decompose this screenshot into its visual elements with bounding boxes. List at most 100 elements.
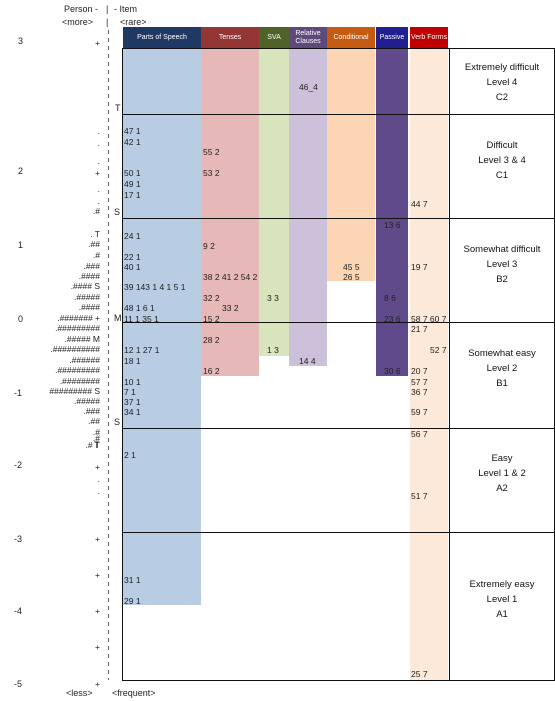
item-verb-forms: 25 7 <box>411 669 428 679</box>
person-mark: + <box>95 679 100 689</box>
item-pos: 39 143 1 4 1 5 1 <box>124 282 186 292</box>
person-mark: .# <box>92 427 100 437</box>
scale-minus-1: -1 <box>14 388 23 398</box>
item-verb-forms: 21 7 <box>411 324 428 334</box>
scale-minus-2: -2 <box>14 460 23 470</box>
item-verb-forms: 56 7 <box>411 429 428 439</box>
person-mark: . <box>97 156 100 166</box>
person-mark: + <box>95 570 100 580</box>
level-cefr: B1 <box>496 378 508 389</box>
item-passive: 23 6 <box>384 314 401 324</box>
item-pos: 34 1 <box>124 407 141 417</box>
person-mark: .####### + <box>57 313 100 323</box>
person-mark: .##### <box>74 396 100 406</box>
person-mark: .### <box>83 261 100 271</box>
item-tenses: 16 2 <box>203 366 220 376</box>
less-label: <less> <box>66 688 93 698</box>
person-mark: . <box>97 486 100 496</box>
person-item-axis <box>108 30 109 680</box>
item-pos: 31 1 <box>124 575 141 585</box>
item-verb-forms: 44 7 <box>411 199 428 209</box>
person-mark: .### <box>83 406 100 416</box>
item-verb-forms: 57 7 <box>411 377 428 387</box>
item-pos: 40 1 <box>124 262 141 272</box>
band-relative-clauses <box>289 48 327 366</box>
item-passive: 8 6 <box>384 293 396 303</box>
person-mark: .## <box>88 416 100 426</box>
item-verb-forms: 36 7 <box>411 387 428 397</box>
item-passive: 13 6 <box>384 220 401 230</box>
level-a1: Extremely easy Level 1 A1 <box>450 577 554 622</box>
item-axis-label: - Item <box>114 4 138 14</box>
person-mark: ######### S <box>49 386 100 396</box>
person-mark: + <box>95 642 100 652</box>
item-pos: 22 1 <box>124 252 141 262</box>
person-mark: .######### <box>55 365 100 375</box>
axis-marker-s-lower: S <box>114 417 121 427</box>
person-mark: . <box>97 138 100 148</box>
more-label: <more> <box>62 17 94 27</box>
level-cefr: C2 <box>495 92 509 103</box>
scale-0: 0 <box>18 314 24 324</box>
level-title: Difficult <box>486 140 518 151</box>
item-verb-forms: 19 7 <box>411 262 428 272</box>
person-mark: .# T <box>85 440 101 450</box>
level-b1: Somewhat easy Level 2 B1 <box>450 346 554 391</box>
axis-marker-m: M <box>114 313 122 323</box>
item-verb-forms: 20 7 <box>411 366 428 376</box>
item-conditional: 45 5 <box>343 262 360 272</box>
level-title: Somewhat difficult <box>463 244 541 255</box>
person-mark: + <box>95 462 100 472</box>
item-passive: 30 6 <box>384 366 401 376</box>
item-pos: 2 1 <box>124 450 136 460</box>
level-number: Level 1 & 2 <box>478 468 526 479</box>
item-sva: 3 3 <box>267 293 279 303</box>
item-tenses: 32 2 <box>203 293 220 303</box>
axis-bar-top-2: | <box>106 17 109 27</box>
level-cefr: B2 <box>496 274 508 285</box>
person-mark: .# <box>92 433 100 443</box>
item-tenses: 53 2 <box>203 168 220 178</box>
level-cefr: A2 <box>496 483 508 494</box>
person-mark: .#### <box>78 302 100 312</box>
header-sva: SVA <box>259 27 289 48</box>
box-line-1 <box>122 48 554 49</box>
band-verb-forms <box>410 48 448 680</box>
item-sva: 1 3 <box>267 345 279 355</box>
level-number: Level 4 <box>486 77 518 88</box>
person-mark: .###### <box>69 355 100 365</box>
item-pos: 12 1 27 1 <box>124 345 160 355</box>
header-tenses: Tenses <box>201 27 259 48</box>
person-mark: .# <box>92 206 100 216</box>
header-passive: Passive <box>376 27 408 48</box>
rare-label: <rare> <box>120 17 147 27</box>
level-b2: Somewhat difficult Level 3 B2 <box>450 242 554 287</box>
header-conditional: Conditional <box>327 27 375 48</box>
frequent-label: <frequent> <box>112 688 156 698</box>
box-line-7 <box>122 680 554 681</box>
item-conditional: 26 5 <box>343 272 360 282</box>
box-level-divider <box>449 48 450 681</box>
box-line-5 <box>122 428 554 429</box>
person-mark: .######### <box>55 323 100 333</box>
level-cefr: C1 <box>495 170 509 181</box>
item-verb-forms: 59 7 <box>411 407 428 417</box>
item-tenses: 38 2 41 2 54 2 <box>203 272 258 282</box>
item-tenses: 33 2 <box>222 303 239 313</box>
level-title: Extremely difficult <box>464 62 540 73</box>
person-mark: . <box>97 184 100 194</box>
scale-2: 2 <box>18 166 24 176</box>
item-pos: 47 1 <box>124 126 141 136</box>
level-number: Level 1 <box>486 594 518 605</box>
level-number: Level 3 & 4 <box>478 155 526 166</box>
level-title: Somewhat easy <box>468 348 536 359</box>
level-title: Easy <box>491 453 513 464</box>
level-number: Level 3 <box>486 259 518 270</box>
scale-1: 1 <box>18 240 24 250</box>
item-tenses: 15 2 <box>203 314 220 324</box>
person-mark: . <box>97 196 100 206</box>
person-mark: .#### S <box>70 281 100 291</box>
box-left-edge <box>122 48 123 681</box>
header-parts-of-speech: Parts of Speech <box>123 27 201 48</box>
person-mark: + <box>95 38 100 48</box>
